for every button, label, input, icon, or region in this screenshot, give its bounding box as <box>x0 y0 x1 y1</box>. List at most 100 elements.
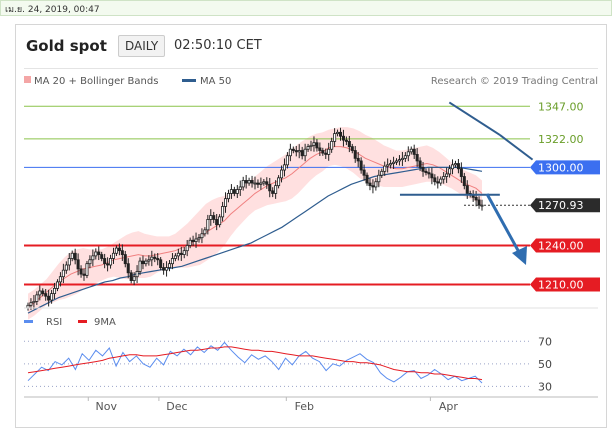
candle-body <box>409 148 413 153</box>
ma9-legend-label: 9MA <box>94 317 116 328</box>
candle-body <box>47 295 51 301</box>
candle-body <box>297 150 301 153</box>
candle-body <box>144 260 148 265</box>
header-divider <box>24 68 598 69</box>
rsi-tick-30: 30 <box>538 380 552 393</box>
candle-body <box>294 150 298 153</box>
candle-body <box>123 254 127 265</box>
candle-body <box>392 161 396 164</box>
candle-body <box>306 146 310 150</box>
candle-body <box>41 290 45 294</box>
candle-body <box>271 190 275 194</box>
candle-body <box>85 263 89 276</box>
candle-body <box>333 133 337 142</box>
timeframe-badge[interactable]: DAILY <box>118 35 166 57</box>
candle-body <box>153 256 157 259</box>
candle-body <box>215 219 219 226</box>
ma9-line <box>27 346 483 381</box>
candle-body <box>259 182 263 185</box>
candle-body <box>268 183 272 192</box>
candle-body <box>223 198 228 207</box>
candle-body <box>450 164 455 170</box>
candle-body <box>480 204 484 207</box>
candle-body <box>377 174 381 183</box>
candle-body <box>111 252 116 259</box>
candle-body <box>35 294 39 302</box>
date-bar: เม.ย. 24, 2019, 00:47 <box>0 0 612 16</box>
candle-body <box>403 155 407 159</box>
candle-body <box>106 263 110 266</box>
candle-body <box>427 172 431 175</box>
candle-body <box>350 146 354 151</box>
level-label-1347.00: 1347.00 <box>538 100 584 113</box>
level-tag-text-1210.00: 1210.00 <box>538 278 584 291</box>
candle-body <box>50 293 54 301</box>
candle-body <box>141 260 145 265</box>
level-label-1322.00: 1322.00 <box>538 133 584 146</box>
candle-body <box>135 271 139 278</box>
candle-body <box>359 160 363 171</box>
level-tag-text-1270.93: 1270.93 <box>538 199 584 212</box>
candle-body <box>244 180 248 184</box>
candle-body <box>173 255 177 259</box>
candle-body <box>371 185 375 188</box>
candle-body <box>368 182 372 187</box>
rsi-tick-70: 70 <box>538 335 552 348</box>
candle-body <box>315 142 319 149</box>
candle-body <box>448 168 452 175</box>
candle-body <box>321 150 325 154</box>
level-tag-text-1300.00: 1300.00 <box>538 161 584 174</box>
candle-body <box>344 139 348 142</box>
instrument-title: Gold spot <box>26 37 107 55</box>
candle-body <box>338 131 343 137</box>
candle-body <box>436 181 440 184</box>
candle-body <box>336 131 340 135</box>
forecast-arrow-head <box>512 246 527 265</box>
x-tick-Dec: Dec <box>166 400 187 413</box>
candle-body <box>206 219 210 231</box>
candle-body <box>445 173 449 177</box>
candle-body <box>188 239 192 246</box>
candle-body <box>324 152 328 155</box>
candle-body <box>433 177 437 183</box>
candle-body <box>291 148 295 151</box>
candle-body <box>341 135 345 141</box>
candle-body <box>150 256 154 261</box>
candle-body <box>32 300 36 304</box>
candle-body <box>147 259 151 262</box>
moving-averages <box>27 146 483 314</box>
ma50-legend-label: MA 50 <box>200 76 231 87</box>
candle-body <box>362 169 366 176</box>
candle-body <box>197 237 201 240</box>
candle-body <box>300 150 304 157</box>
candle-body <box>253 182 257 185</box>
candle-body <box>218 216 222 226</box>
candle-body <box>76 259 80 270</box>
candle-body <box>462 176 466 187</box>
candle-body <box>418 160 422 168</box>
candle-body <box>309 144 313 148</box>
candle-body <box>415 154 419 162</box>
candle-body <box>356 157 360 162</box>
candle-body <box>212 215 216 220</box>
candle-body <box>465 185 469 194</box>
candle-body <box>380 170 384 176</box>
candle-body <box>91 255 95 261</box>
candle-body <box>256 182 260 185</box>
candle-body <box>439 178 443 184</box>
rsi-line <box>27 341 483 384</box>
candle-body <box>167 263 172 268</box>
candle-body <box>176 252 180 257</box>
ma50-line <box>27 166 483 314</box>
candle-body <box>29 302 33 306</box>
candle-body <box>117 247 121 252</box>
candle-body <box>430 173 434 179</box>
candle-body <box>61 269 65 278</box>
ma50-legend-swatch <box>182 79 196 82</box>
chart-time: 02:50:10 CET <box>174 38 262 53</box>
level-tag-1210.00 <box>530 277 600 292</box>
candle-body <box>232 189 236 194</box>
candle-body <box>159 259 163 268</box>
trendlines <box>399 101 534 196</box>
candle-body <box>200 233 204 239</box>
